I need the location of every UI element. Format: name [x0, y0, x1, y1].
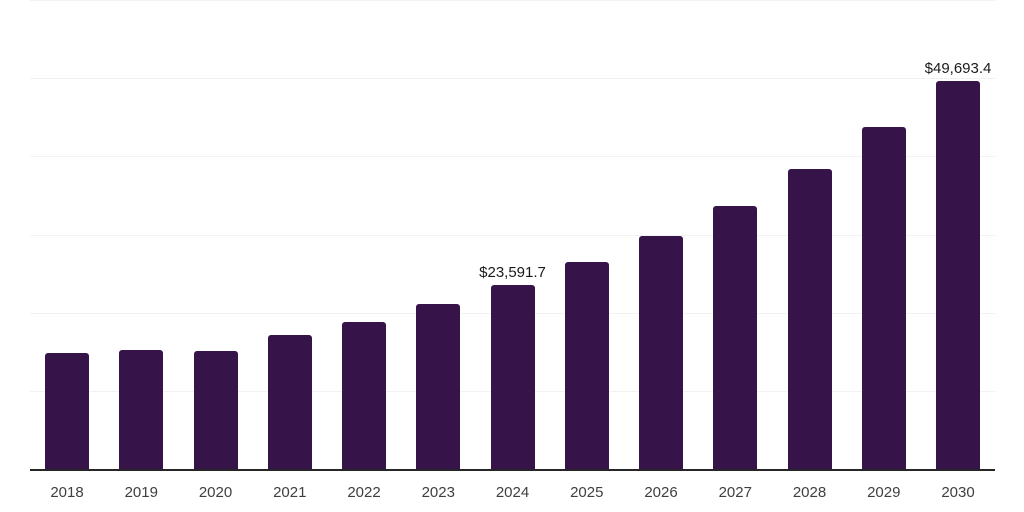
gridline-50000 — [30, 78, 995, 80]
plot-area: $23,591.7 $49,693.4 — [30, 0, 995, 471]
bar-2020[interactable] — [193, 350, 238, 469]
x-axis-line — [30, 469, 995, 471]
bar-2024[interactable] — [490, 284, 535, 469]
bar-2023[interactable] — [416, 304, 461, 469]
x-tick-2027: 2027 — [718, 484, 752, 501]
bar-2030[interactable] — [936, 80, 980, 469]
gridline-40000 — [30, 156, 995, 158]
gridline-60000 — [30, 0, 995, 1]
bar-2027[interactable] — [713, 205, 758, 469]
x-tick-2023: 2023 — [421, 484, 455, 501]
bar-2018[interactable] — [45, 353, 89, 469]
value-label-2030: $49,693.4 — [924, 59, 992, 77]
x-tick-2030: 2030 — [941, 484, 975, 501]
bar-2021[interactable] — [267, 334, 312, 469]
bar-2019[interactable] — [119, 350, 164, 469]
bar-2028[interactable] — [787, 168, 832, 469]
x-tick-2028: 2028 — [792, 484, 827, 501]
x-tick-2020: 2020 — [198, 484, 233, 501]
bar-2026[interactable] — [639, 236, 683, 469]
bar-2022[interactable] — [342, 322, 386, 469]
x-tick-2026: 2026 — [644, 484, 678, 501]
x-tick-2025: 2025 — [570, 484, 604, 501]
value-label-2024: $23,591.7 — [479, 263, 546, 281]
bar-2025[interactable] — [564, 261, 609, 469]
x-tick-2019: 2019 — [124, 484, 158, 501]
x-tick-2021: 2021 — [273, 484, 307, 501]
x-tick-2024: 2024 — [495, 484, 530, 501]
x-tick-2018: 2018 — [50, 484, 84, 501]
x-tick-2022: 2022 — [347, 484, 381, 501]
bar-2029[interactable] — [861, 126, 906, 469]
gridline-30000 — [30, 234, 995, 236]
x-tick-2029: 2029 — [867, 484, 901, 501]
